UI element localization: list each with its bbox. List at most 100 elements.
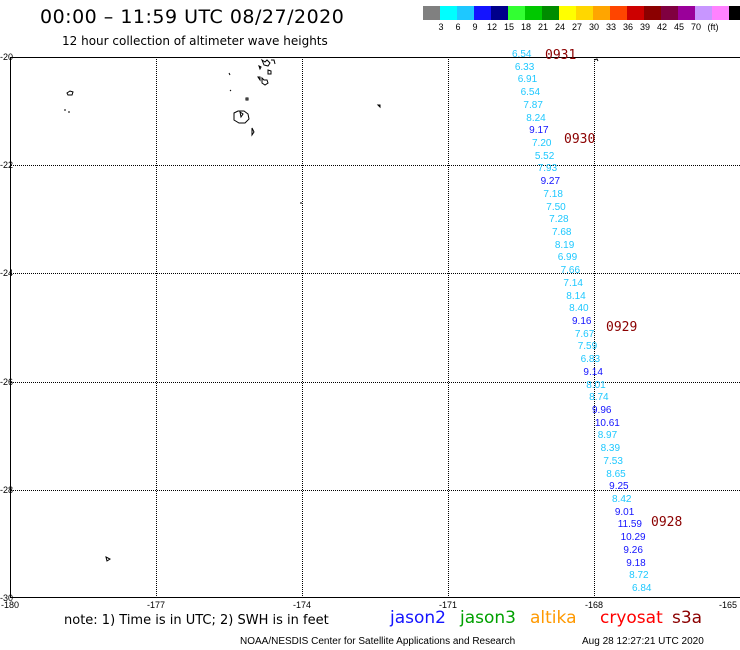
- colorbar-label: 9: [472, 22, 478, 32]
- colorbar-swatch: [695, 6, 712, 20]
- wave-height-label: 8.97: [597, 430, 618, 442]
- colorbar-swatch: [627, 6, 644, 20]
- wave-height-label: 8.24: [526, 112, 546, 124]
- satellite-legend-altika: altika: [530, 608, 577, 628]
- wave-height-label: 7.50: [546, 201, 566, 213]
- colorbar-swatch: [457, 6, 474, 20]
- colorbar-label: 15: [503, 22, 515, 32]
- wave-height-label: 8.14: [566, 290, 586, 302]
- colorbar-label: 42: [656, 22, 668, 32]
- colorbar-label: 33: [605, 22, 617, 32]
- grid-line-horizontal: [10, 489, 740, 491]
- colorbar-labels: 3 6 9 12 15 18 21 24 27 30 33 36 39 42 45 70 (ft): [423, 22, 740, 34]
- pass-date-label: 0931: [545, 48, 577, 63]
- wave-height-label: 6.83: [580, 354, 601, 366]
- x-tick-label: -174: [292, 600, 312, 610]
- map-subtitle: 12 hour collection of altimeter wave hei…: [62, 34, 328, 48]
- colorbar-label: 12: [486, 22, 498, 32]
- y-tick-label: -22: [0, 160, 14, 171]
- x-tick-label: -168: [584, 600, 604, 610]
- colorbar-label: 70: [690, 22, 702, 32]
- map-title: 00:00 – 11:59 UTC 08/27/2020: [40, 6, 345, 28]
- colorbar-swatch: [423, 6, 440, 20]
- wave-height-label: 6.54: [512, 49, 532, 60]
- colorbar-label: 6: [455, 22, 461, 32]
- wave-height-label: 5.52: [534, 150, 555, 162]
- wave-height-label: 8.19: [554, 239, 575, 251]
- x-tick-label: -177: [146, 600, 166, 610]
- colorbar-label: 39: [639, 22, 651, 32]
- wave-height-label: 9.16: [572, 316, 592, 327]
- grid-line-vertical: [302, 57, 303, 598]
- wave-height-label: 9.17: [529, 125, 549, 137]
- wave-height-label: 6.33: [514, 61, 535, 73]
- wave-height-label: 10.29: [620, 532, 646, 544]
- wave-height-label: 9.01: [614, 506, 635, 518]
- colorbar-swatch: [525, 6, 542, 20]
- wave-height-label: 7.59: [577, 341, 598, 353]
- wave-height-label: 10.61: [594, 417, 620, 429]
- wave-height-label: 6.99: [557, 252, 578, 264]
- wave-height-label: 7.66: [560, 265, 581, 277]
- colorbar-label: 36: [622, 22, 634, 32]
- grid-line-horizontal: [10, 273, 740, 275]
- wave-height-label: 7.68: [552, 227, 572, 238]
- x-tick-label: -180: [0, 600, 20, 610]
- x-tick-label: -165: [718, 600, 738, 610]
- colorbar-label: 21: [537, 22, 549, 32]
- wave-height-label: 11.59: [617, 519, 642, 531]
- grid-line-vertical: [448, 57, 449, 598]
- colorbar-label: (ft): [707, 22, 719, 32]
- wave-height-label: 7.20: [532, 138, 552, 149]
- wave-height-label: 7.87: [523, 99, 543, 111]
- pass-date-label: 0930: [564, 132, 596, 147]
- colorbar-label: 24: [554, 22, 566, 32]
- wave-height-label: 6.84: [632, 583, 652, 594]
- wave-height-label: 9.14: [583, 366, 603, 378]
- y-tick-label: -30: [0, 593, 14, 603]
- colorbar-label: 18: [520, 22, 532, 32]
- colorbar-swatch: [593, 6, 610, 20]
- colorbar-swatch: [712, 6, 729, 20]
- colorbar-swatch: [508, 6, 525, 20]
- grid-line-horizontal: [10, 165, 740, 167]
- colorbar-swatch: [559, 6, 576, 20]
- colorbar-label: 30: [588, 22, 600, 32]
- wave-height-label: 8.40: [569, 303, 589, 315]
- colorbar-label: 45: [673, 22, 685, 32]
- colorbar-swatch: [678, 6, 695, 20]
- wave-height-label: 9.27: [540, 176, 561, 188]
- y-tick-label: -24: [0, 268, 14, 279]
- colorbar-swatch: [729, 6, 740, 20]
- satellite-legend-jason3: jason3: [460, 608, 516, 628]
- satellite-legend-cryosat: cryosat: [600, 608, 663, 628]
- grid-line-vertical: [156, 57, 157, 598]
- wave-height-label: 7.14: [563, 277, 583, 289]
- colorbar-swatch: [440, 6, 457, 20]
- wave-height-label: 7.93: [537, 163, 558, 175]
- wave-height-label: 9.25: [609, 481, 629, 493]
- pass-date-label: 0929: [606, 320, 638, 335]
- wave-height-label: 7.67: [574, 328, 595, 340]
- wave-height-label: 8.39: [600, 443, 621, 455]
- colorbar-swatch: [661, 6, 678, 20]
- wave-height-label: 9.18: [626, 557, 646, 569]
- colorbar-swatch: [542, 6, 559, 20]
- wave-height-colorbar: [423, 6, 740, 20]
- wave-height-label: 8.42: [612, 494, 632, 505]
- x-tick-label: -171: [438, 600, 458, 610]
- wave-height-label: 8.01: [586, 379, 606, 391]
- map-plot-area: [10, 57, 740, 598]
- grid-line-horizontal: [10, 381, 740, 383]
- wave-height-label: 9.96: [592, 405, 612, 416]
- y-tick-label: -26: [0, 376, 14, 387]
- satellite-legend-jason2: jason2: [390, 608, 446, 628]
- pass-date-label: 0928: [651, 515, 683, 530]
- colorbar-swatch: [576, 6, 593, 20]
- footer-note: note: 1) Time is in UTC; 2) SWH is in fe…: [64, 613, 329, 628]
- colorbar-swatch: [491, 6, 508, 20]
- wave-height-label: 8.74: [589, 392, 609, 404]
- wave-height-label: 7.28: [549, 214, 569, 226]
- wave-height-label: 6.91: [517, 74, 538, 86]
